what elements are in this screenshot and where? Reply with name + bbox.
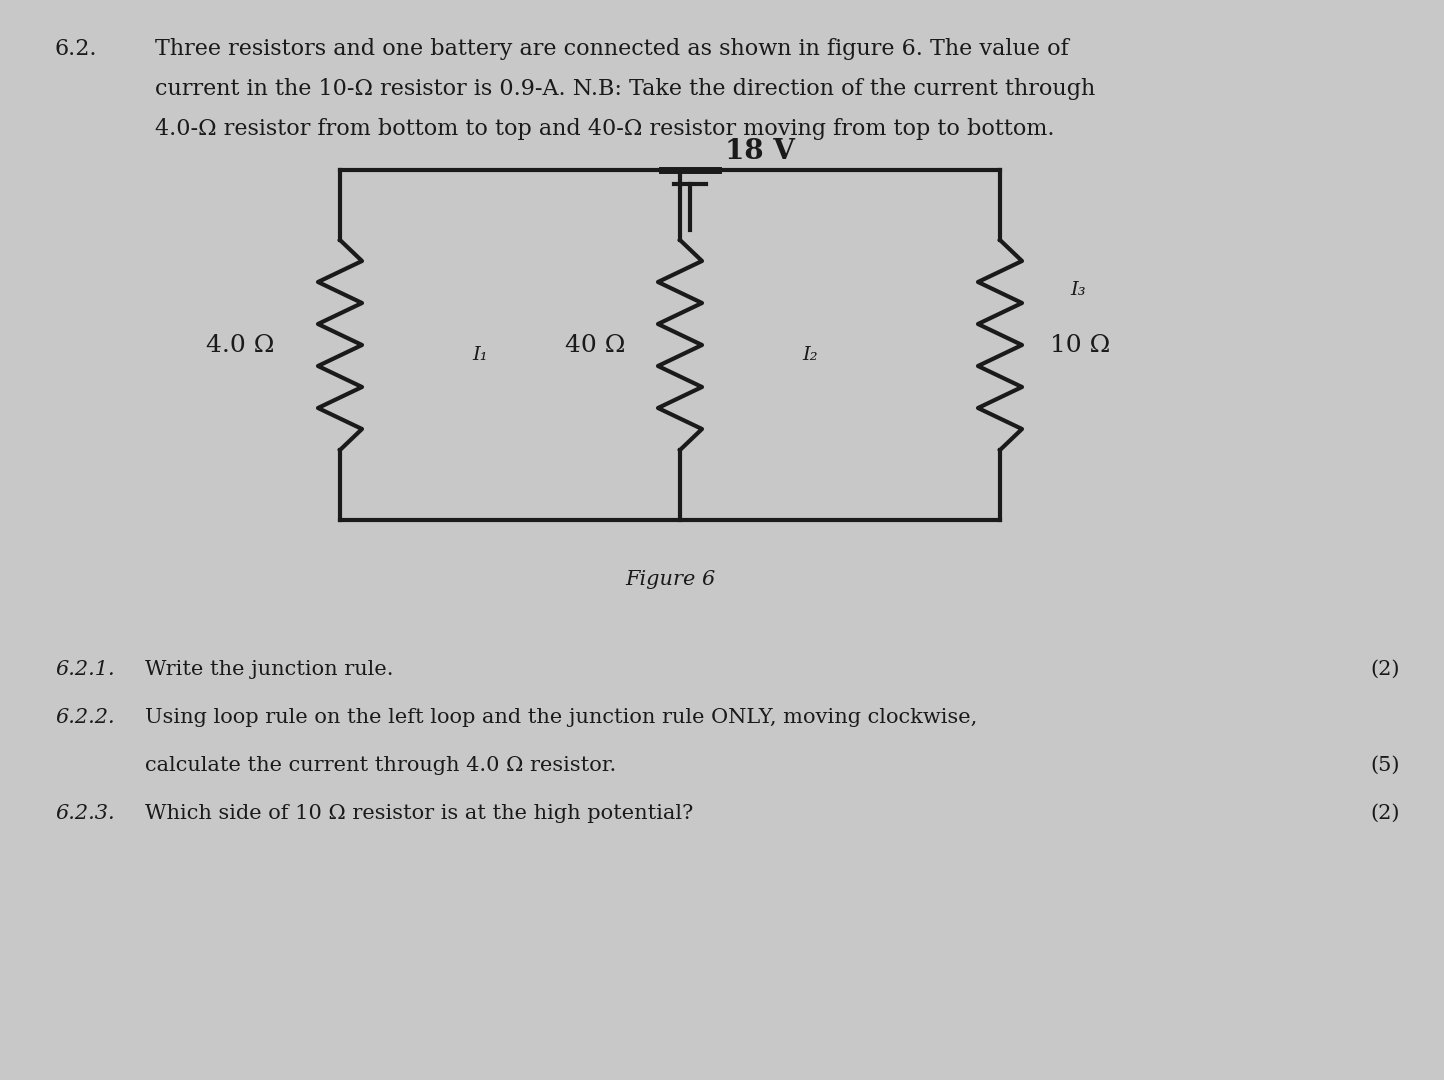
Text: 6.2.: 6.2. — [55, 38, 98, 60]
Text: 18 V: 18 V — [725, 138, 794, 165]
Text: current in the 10-Ω resistor is 0.9-A. N.B: Take the direction of the current th: current in the 10-Ω resistor is 0.9-A. N… — [155, 78, 1095, 100]
Text: 40 Ω: 40 Ω — [565, 334, 625, 356]
Text: 4.0-Ω resistor from bottom to top and 40-Ω resistor moving from top to bottom.: 4.0-Ω resistor from bottom to top and 40… — [155, 118, 1054, 140]
Text: Figure 6: Figure 6 — [625, 570, 715, 589]
Text: calculate the current through 4.0 Ω resistor.: calculate the current through 4.0 Ω resi… — [144, 756, 617, 775]
Text: (2): (2) — [1370, 660, 1401, 679]
Text: Using loop rule on the left loop and the junction rule ONLY, moving clockwise,: Using loop rule on the left loop and the… — [144, 708, 978, 727]
Text: 10 Ω: 10 Ω — [1050, 334, 1110, 356]
Text: Three resistors and one battery are connected as shown in figure 6. The value of: Three resistors and one battery are conn… — [155, 38, 1069, 60]
Text: I₂: I₂ — [803, 346, 817, 364]
Text: (2): (2) — [1370, 804, 1401, 823]
Text: 6.2.2.: 6.2.2. — [55, 708, 114, 727]
Text: I₃: I₃ — [1070, 281, 1086, 299]
Text: I₁: I₁ — [472, 346, 488, 364]
Text: Write the junction rule.: Write the junction rule. — [144, 660, 394, 679]
Text: 4.0 Ω: 4.0 Ω — [206, 334, 274, 356]
Text: Which side of 10 Ω resistor is at the high potential?: Which side of 10 Ω resistor is at the hi… — [144, 804, 693, 823]
Text: 6.2.3.: 6.2.3. — [55, 804, 114, 823]
Text: (5): (5) — [1370, 756, 1401, 775]
Text: 6.2.1.: 6.2.1. — [55, 660, 114, 679]
